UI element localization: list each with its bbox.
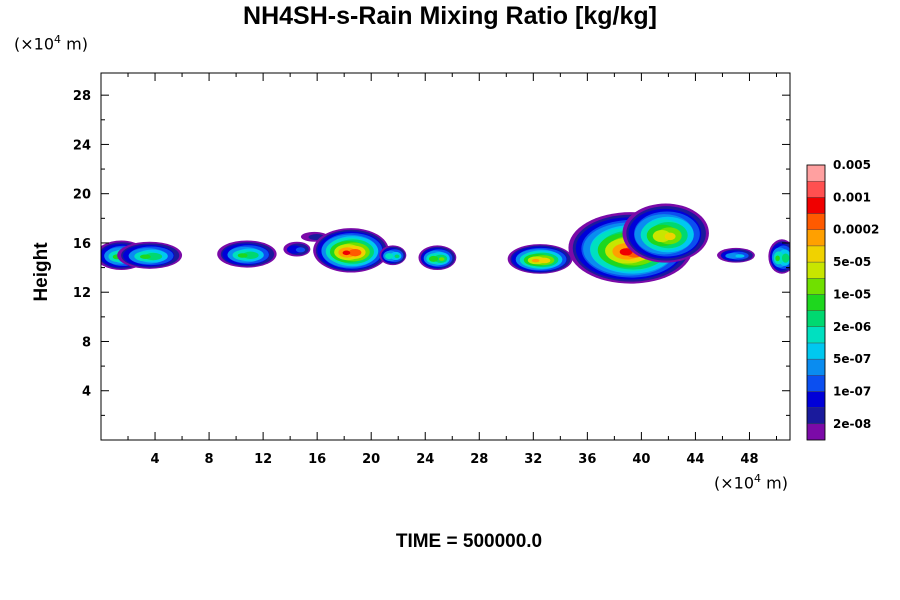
x-tick-label: 12	[254, 452, 272, 467]
colorbar-swatch	[806, 423, 826, 441]
contour-blob-2-level-7	[242, 251, 259, 259]
colorbar-label: 0.005	[833, 158, 871, 172]
colorbar-label: 0.001	[833, 190, 871, 204]
colorbar-swatch	[806, 342, 826, 360]
x-tick-label: 20	[362, 452, 380, 467]
x-unit-suffix: m)	[761, 473, 788, 493]
colorbar-label: 5e-07	[833, 352, 871, 366]
y-tick-label: 16	[73, 237, 91, 252]
x-tick-label: 32	[524, 452, 542, 467]
colorbar-swatch	[806, 407, 826, 425]
y-tick-label: 20	[73, 188, 91, 203]
chart-title: NH4SH-s-Rain Mixing Ratio [kg/kg]	[243, 2, 657, 30]
contour-blob-11-level-4	[725, 252, 741, 259]
y-tick-label: 12	[73, 286, 91, 301]
colorbar-swatch	[806, 180, 826, 198]
contour-blob-5-level-14	[342, 250, 351, 256]
x-tick-label: 36	[578, 452, 596, 467]
y-unit-prefix: (×10	[14, 34, 55, 54]
data-layer	[101, 203, 790, 284]
colorbar-swatch	[806, 245, 826, 263]
x-unit-label: (×104 m)	[714, 472, 788, 492]
contour-blob-6-level-6	[385, 253, 394, 260]
y-unit-suffix: m)	[61, 34, 88, 54]
x-unit-exponent: 4	[754, 472, 762, 485]
colorbar-swatch	[806, 164, 826, 182]
colorbar-label: 1e-05	[833, 287, 871, 301]
colorbar-swatch	[806, 261, 826, 279]
contour-blob-6-level-7	[394, 254, 400, 259]
contour-blob-10-level-10	[652, 229, 671, 243]
y-unit-label: (×104 m)	[14, 33, 88, 53]
contour-blob-12-level-8	[775, 255, 780, 262]
x-tick-label: 16	[308, 452, 326, 467]
colorbar-frame	[806, 164, 826, 441]
colorbar-swatch	[806, 213, 826, 230]
y-tick-label: 24	[73, 138, 91, 153]
colorbar-label: 5e-05	[833, 255, 871, 269]
colorbar-label: 2e-08	[833, 417, 871, 431]
y-tick-label: 28	[73, 89, 91, 104]
colorbar-swatch	[806, 229, 826, 247]
x-tick-label: 24	[416, 452, 434, 467]
colorbar-swatch	[806, 391, 826, 408]
x-tick-label: 44	[686, 452, 704, 467]
x-tick-label: 28	[470, 452, 488, 467]
colorbar-swatch	[806, 326, 826, 344]
colorbar-swatch	[806, 358, 826, 376]
contour-blob-7-level-8	[428, 255, 439, 262]
contour-blob-2-level-8	[237, 253, 248, 258]
colorbar-swatch	[806, 197, 826, 214]
x-unit-prefix: (×10	[714, 473, 755, 493]
x-tick-label: 40	[632, 452, 650, 467]
x-tick-label: 4	[151, 452, 160, 467]
colorbar-swatch	[806, 310, 826, 327]
colorbar-label: 2e-06	[833, 320, 871, 334]
colorbar-swatch	[806, 278, 826, 295]
plot-frame	[100, 72, 791, 441]
contour-blob-10-level-11	[664, 232, 676, 241]
y-tick-label: 4	[82, 385, 91, 400]
contour-blob-11-level-5	[735, 254, 745, 258]
contour-blob-5-level-13	[348, 248, 362, 257]
y-unit-exponent: 4	[54, 33, 62, 46]
contour-blob-1-level-8	[139, 254, 151, 259]
colorbar-swatch	[806, 375, 826, 392]
contour-blob-7-level-9	[438, 257, 445, 261]
colorbar-label: 0.0002	[833, 223, 879, 237]
colorbar-label: 1e-07	[833, 384, 871, 398]
contour-blob-3-level-3	[295, 247, 306, 253]
x-tick-label: 8	[205, 452, 214, 467]
contour-blob-12-level-7	[781, 253, 790, 263]
contour-blob-8-level-11	[537, 257, 551, 264]
contour-blob-9-level-14	[619, 248, 633, 256]
contour-blob-8-level-12	[531, 258, 540, 263]
time-label: TIME = 500000.0	[395, 531, 543, 552]
x-tick-label: 48	[740, 452, 758, 467]
colorbar-swatch	[806, 294, 826, 311]
y-tick-label: 8	[82, 335, 91, 350]
